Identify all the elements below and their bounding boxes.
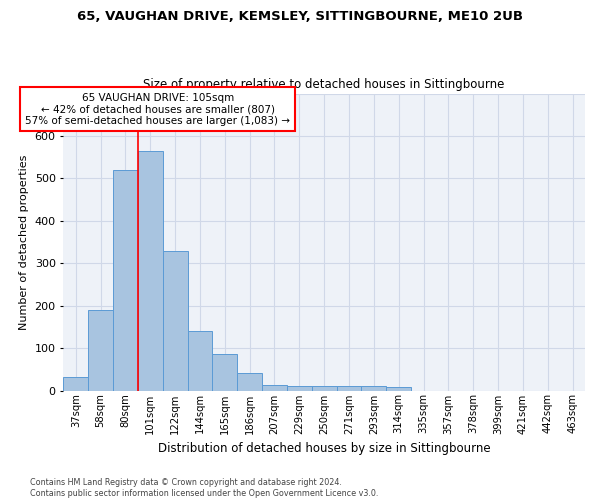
- Text: 65, VAUGHAN DRIVE, KEMSLEY, SITTINGBOURNE, ME10 2UB: 65, VAUGHAN DRIVE, KEMSLEY, SITTINGBOURN…: [77, 10, 523, 23]
- Bar: [163, 252, 188, 390]
- Bar: [361, 386, 386, 390]
- Bar: [237, 372, 262, 390]
- Bar: [113, 170, 138, 390]
- Bar: [287, 386, 312, 390]
- Text: Contains HM Land Registry data © Crown copyright and database right 2024.
Contai: Contains HM Land Registry data © Crown c…: [30, 478, 379, 498]
- Bar: [337, 386, 361, 390]
- Bar: [138, 151, 163, 390]
- Title: Size of property relative to detached houses in Sittingbourne: Size of property relative to detached ho…: [143, 78, 505, 91]
- Bar: [88, 310, 113, 390]
- Bar: [64, 377, 88, 390]
- Text: 65 VAUGHAN DRIVE: 105sqm
← 42% of detached houses are smaller (807)
57% of semi-: 65 VAUGHAN DRIVE: 105sqm ← 42% of detach…: [25, 92, 290, 126]
- Bar: [188, 331, 212, 390]
- Bar: [212, 354, 237, 390]
- X-axis label: Distribution of detached houses by size in Sittingbourne: Distribution of detached houses by size …: [158, 442, 490, 455]
- Bar: [386, 387, 411, 390]
- Bar: [262, 385, 287, 390]
- Bar: [312, 386, 337, 390]
- Y-axis label: Number of detached properties: Number of detached properties: [19, 154, 29, 330]
